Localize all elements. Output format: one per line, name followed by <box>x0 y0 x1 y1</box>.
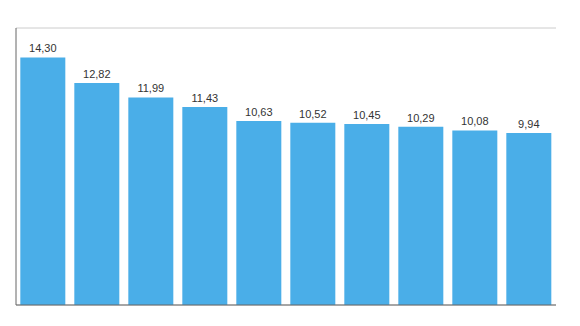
svg-text:10,45: 10,45 <box>353 109 381 121</box>
svg-text:9,94: 9,94 <box>518 118 539 130</box>
svg-text:12,82: 12,82 <box>83 68 111 80</box>
svg-text:10,29: 10,29 <box>407 112 435 124</box>
svg-text:10,63: 10,63 <box>245 106 273 118</box>
svg-text:10,52: 10,52 <box>299 108 327 120</box>
svg-text:14,30: 14,30 <box>29 42 57 54</box>
svg-text:11,43: 11,43 <box>191 92 218 104</box>
svg-text:11,99: 11,99 <box>137 82 164 94</box>
svg-text:10,08: 10,08 <box>461 115 489 127</box>
